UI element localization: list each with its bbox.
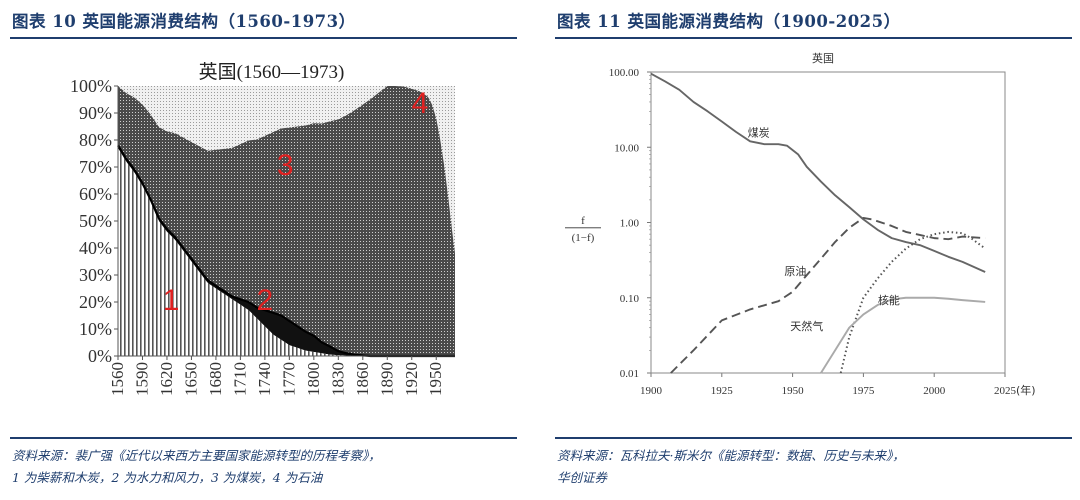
series-label: 2 bbox=[257, 284, 274, 317]
x-tick-label: 1590 bbox=[132, 362, 151, 396]
series-label: 1 bbox=[163, 284, 180, 317]
x-tick-label: 1800 bbox=[304, 362, 323, 396]
series-line-1 bbox=[650, 72, 986, 273]
series-label: 核能 bbox=[878, 293, 900, 307]
x-axis-unit: (年) bbox=[1016, 383, 1036, 397]
y-tick-label: 100.00 bbox=[609, 67, 640, 79]
area-series-3 bbox=[118, 86, 455, 356]
area-series-4 bbox=[118, 86, 455, 254]
area-series-1 bbox=[118, 148, 455, 356]
y-axis-label-numerator: f bbox=[581, 215, 585, 227]
x-tick-label: 1975 bbox=[852, 385, 875, 397]
y-tick-label: 50% bbox=[79, 211, 112, 231]
y-tick-label: 0.01 bbox=[620, 368, 639, 380]
y-tick-label: 40% bbox=[79, 238, 112, 258]
series-line-4 bbox=[820, 296, 986, 374]
y-tick-label: 0.10 bbox=[620, 293, 640, 305]
x-tick-label: 1925 bbox=[711, 385, 734, 397]
figure-11-source: 资料来源：瓦科拉夫·斯米尔《能源转型：数据、历史与未来》， 华创证券 bbox=[557, 445, 1072, 489]
figure-11-title: 图表 11 英国能源消费结构（1900-2025） bbox=[557, 12, 901, 31]
y-tick-label: 10% bbox=[79, 319, 112, 339]
series-line-2 bbox=[670, 216, 986, 374]
uk-1900-2025-log-line-chart: 0.01 0.10 1.00 10.00 100.00 1900 1925 1950 1975 2… bbox=[565, 51, 1036, 397]
figure-11-panel: 图表 11 英国能源消费结构（1900-2025） 0.01 0.10 1.00 10… bbox=[545, 0, 1080, 500]
x-tick-label: 2025 bbox=[994, 385, 1017, 397]
y-tick-label: 100% bbox=[70, 76, 112, 96]
x-tick-label: 1650 bbox=[181, 362, 200, 396]
y-tick-label: 20% bbox=[79, 292, 112, 312]
figure-10-title: 图表 10 英国能源消费结构（1560-1973） bbox=[12, 12, 356, 31]
series-label: 3 bbox=[277, 149, 294, 182]
x-tick-label: 2000 bbox=[923, 385, 946, 397]
y-tick-label: 90% bbox=[79, 103, 112, 123]
x-tick-label: 1890 bbox=[377, 362, 396, 396]
x-tick-label: 1560 bbox=[108, 362, 127, 396]
source-line: 资料来源：瓦科拉夫·斯米尔《能源转型：数据、历史与未来》， bbox=[557, 448, 905, 463]
series-line-3 bbox=[839, 230, 986, 374]
figure-10-source: 资料来源：裴广强《近代以来西方主要国家能源转型的历程考察》， 1 为柴薪和木炭，… bbox=[12, 445, 517, 489]
chart-title: 英国(1560—1973) bbox=[199, 61, 345, 83]
uk-1560-1973-stacked-area-chart: 英国(1560—1973) 0% 10% 20% 30% 40% 50% 60% 70% 80% 9… bbox=[70, 61, 455, 396]
series-label: 天然气 bbox=[790, 319, 823, 333]
y-tick-label: 60% bbox=[79, 184, 112, 204]
x-tick-label: 1920 bbox=[402, 362, 421, 396]
y-tick-label: 30% bbox=[79, 265, 112, 285]
source-divider bbox=[555, 437, 1072, 439]
y-tick-label: 80% bbox=[79, 130, 112, 150]
plot-frame bbox=[650, 71, 1006, 374]
series-label: 4 bbox=[412, 87, 429, 120]
x-tick-label: 1950 bbox=[426, 362, 445, 396]
source-line: 资料来源：裴广强《近代以来西方主要国家能源转型的历程考察》， bbox=[12, 448, 381, 463]
source-line: 华创证券 bbox=[557, 470, 608, 485]
title-divider bbox=[555, 37, 1072, 39]
x-tick-label: 1950 bbox=[782, 385, 805, 397]
x-tick-label: 1740 bbox=[255, 362, 274, 396]
x-tick-label: 1900 bbox=[640, 385, 663, 397]
x-tick-label: 1710 bbox=[230, 362, 249, 396]
source-line: 1 为柴薪和木炭，2 为水力和风力，3 为煤炭，4 为石油 bbox=[12, 470, 323, 485]
source-divider bbox=[10, 437, 517, 439]
chart-title: 英国 bbox=[812, 51, 834, 65]
series-label: 原油 bbox=[784, 264, 806, 278]
series-label: 煤炭 bbox=[748, 126, 770, 139]
x-tick-label: 1680 bbox=[206, 362, 225, 396]
figure-10-panel: 图表 10 英国能源消费结构（1560-1973） 英国(1560—1973) 0… bbox=[0, 0, 525, 500]
x-tick-label: 1830 bbox=[328, 362, 347, 396]
y-tick-label: 1.00 bbox=[620, 218, 640, 230]
title-divider bbox=[10, 37, 517, 39]
y-tick-label: 0% bbox=[88, 346, 112, 366]
y-tick-label: 70% bbox=[79, 157, 112, 177]
x-tick-label: 1770 bbox=[279, 362, 298, 396]
x-tick-label: 1620 bbox=[157, 362, 176, 396]
y-tick-label: 10.00 bbox=[614, 142, 639, 154]
y-axis-label-denominator: (1−f) bbox=[572, 232, 595, 244]
x-tick-label: 1860 bbox=[353, 362, 372, 396]
